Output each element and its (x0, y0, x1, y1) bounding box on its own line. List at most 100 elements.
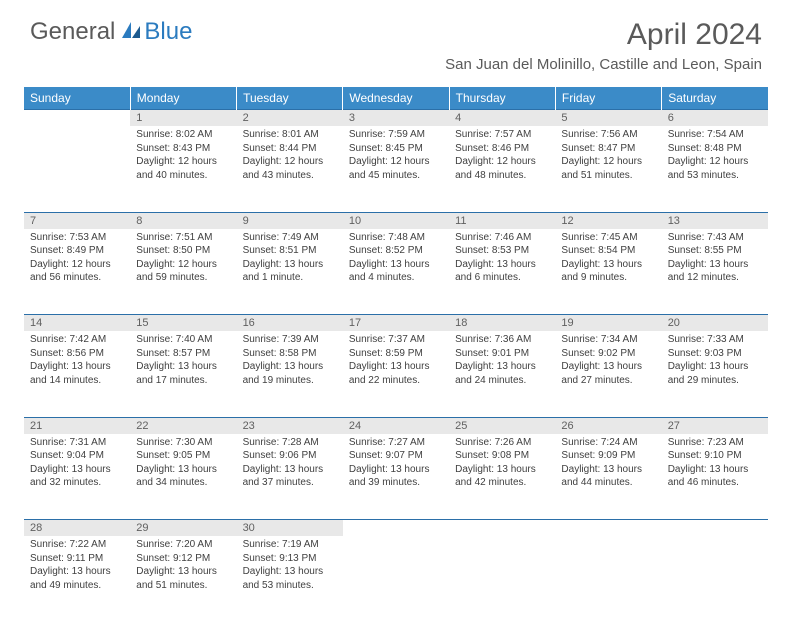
day-number-cell: 5 (555, 110, 661, 127)
day-info-row: Sunrise: 7:42 AMSunset: 8:56 PMDaylight:… (24, 331, 768, 417)
sunset-text: Sunset: 9:05 PM (136, 449, 230, 463)
sunrise-text: Sunrise: 7:39 AM (243, 333, 337, 347)
day-info-cell: Sunrise: 7:51 AMSunset: 8:50 PMDaylight:… (130, 229, 236, 315)
sunrise-text: Sunrise: 7:20 AM (136, 538, 230, 552)
day-number-cell: 8 (130, 212, 236, 229)
day-info-cell (449, 536, 555, 622)
day-number-cell: 10 (343, 212, 449, 229)
weekday-header: Tuesday (237, 87, 343, 110)
weekday-header: Thursday (449, 87, 555, 110)
day-info-cell: Sunrise: 8:02 AMSunset: 8:43 PMDaylight:… (130, 126, 236, 212)
day-number-cell: 27 (662, 417, 768, 434)
sunset-text: Sunset: 9:03 PM (668, 347, 762, 361)
weekday-header-row: Sunday Monday Tuesday Wednesday Thursday… (24, 87, 768, 110)
sunrise-text: Sunrise: 7:57 AM (455, 128, 549, 142)
day-info-cell (343, 536, 449, 622)
daylight-text: Daylight: 12 hours and 45 minutes. (349, 155, 443, 182)
day-number-cell: 16 (237, 315, 343, 332)
sunrise-text: Sunrise: 7:51 AM (136, 231, 230, 245)
daylight-text: Daylight: 13 hours and 49 minutes. (30, 565, 124, 592)
title-block: April 2024 San Juan del Molinillo, Casti… (445, 18, 762, 73)
daylight-text: Daylight: 13 hours and 42 minutes. (455, 463, 549, 490)
logo-sail-icon (120, 20, 142, 45)
day-number-cell (24, 110, 130, 127)
sunrise-text: Sunrise: 7:49 AM (243, 231, 337, 245)
sunset-text: Sunset: 9:13 PM (243, 552, 337, 566)
daylight-text: Daylight: 13 hours and 14 minutes. (30, 360, 124, 387)
daylight-text: Daylight: 13 hours and 19 minutes. (243, 360, 337, 387)
day-info-cell: Sunrise: 7:54 AMSunset: 8:48 PMDaylight:… (662, 126, 768, 212)
sunset-text: Sunset: 9:07 PM (349, 449, 443, 463)
sunrise-text: Sunrise: 7:27 AM (349, 436, 443, 450)
day-info-cell: Sunrise: 7:34 AMSunset: 9:02 PMDaylight:… (555, 331, 661, 417)
weekday-header: Wednesday (343, 87, 449, 110)
day-info-cell: Sunrise: 7:39 AMSunset: 8:58 PMDaylight:… (237, 331, 343, 417)
daylight-text: Daylight: 13 hours and 53 minutes. (243, 565, 337, 592)
day-number-cell: 29 (130, 520, 236, 537)
day-info-row: Sunrise: 8:02 AMSunset: 8:43 PMDaylight:… (24, 126, 768, 212)
day-info-row: Sunrise: 7:53 AMSunset: 8:49 PMDaylight:… (24, 229, 768, 315)
day-number-cell: 9 (237, 212, 343, 229)
day-number-cell: 24 (343, 417, 449, 434)
sunrise-text: Sunrise: 7:37 AM (349, 333, 443, 347)
day-info-row: Sunrise: 7:31 AMSunset: 9:04 PMDaylight:… (24, 434, 768, 520)
day-info-cell: Sunrise: 7:23 AMSunset: 9:10 PMDaylight:… (662, 434, 768, 520)
sunrise-text: Sunrise: 7:46 AM (455, 231, 549, 245)
day-number-cell: 7 (24, 212, 130, 229)
sunset-text: Sunset: 9:01 PM (455, 347, 549, 361)
sunrise-text: Sunrise: 7:56 AM (561, 128, 655, 142)
day-number-row: 78910111213 (24, 212, 768, 229)
day-number-row: 282930 (24, 520, 768, 537)
day-info-cell: Sunrise: 7:57 AMSunset: 8:46 PMDaylight:… (449, 126, 555, 212)
day-info-cell: Sunrise: 7:22 AMSunset: 9:11 PMDaylight:… (24, 536, 130, 622)
day-info-cell (662, 536, 768, 622)
sunrise-text: Sunrise: 7:34 AM (561, 333, 655, 347)
day-info-cell (555, 536, 661, 622)
sunrise-text: Sunrise: 7:59 AM (349, 128, 443, 142)
sunrise-text: Sunrise: 7:28 AM (243, 436, 337, 450)
day-number-cell: 30 (237, 520, 343, 537)
logo-text-general: General (30, 18, 115, 46)
sunrise-text: Sunrise: 7:22 AM (30, 538, 124, 552)
day-number-cell: 14 (24, 315, 130, 332)
daylight-text: Daylight: 12 hours and 59 minutes. (136, 258, 230, 285)
sunrise-text: Sunrise: 7:45 AM (561, 231, 655, 245)
daylight-text: Daylight: 12 hours and 56 minutes. (30, 258, 124, 285)
day-number-cell: 25 (449, 417, 555, 434)
logo: General Blue (30, 18, 192, 46)
day-info-cell: Sunrise: 7:26 AMSunset: 9:08 PMDaylight:… (449, 434, 555, 520)
day-number-row: 21222324252627 (24, 417, 768, 434)
day-info-cell: Sunrise: 7:45 AMSunset: 8:54 PMDaylight:… (555, 229, 661, 315)
day-number-cell: 26 (555, 417, 661, 434)
daylight-text: Daylight: 13 hours and 24 minutes. (455, 360, 549, 387)
day-number-cell: 18 (449, 315, 555, 332)
sunrise-text: Sunrise: 7:23 AM (668, 436, 762, 450)
day-number-cell: 23 (237, 417, 343, 434)
daylight-text: Daylight: 13 hours and 37 minutes. (243, 463, 337, 490)
day-info-cell: Sunrise: 7:19 AMSunset: 9:13 PMDaylight:… (237, 536, 343, 622)
day-number-cell: 28 (24, 520, 130, 537)
day-number-cell: 21 (24, 417, 130, 434)
day-number-cell (449, 520, 555, 537)
sunset-text: Sunset: 8:48 PM (668, 142, 762, 156)
sunset-text: Sunset: 8:47 PM (561, 142, 655, 156)
sunset-text: Sunset: 9:11 PM (30, 552, 124, 566)
day-number-cell (555, 520, 661, 537)
daylight-text: Daylight: 13 hours and 22 minutes. (349, 360, 443, 387)
sunrise-text: Sunrise: 7:26 AM (455, 436, 549, 450)
sunrise-text: Sunrise: 8:01 AM (243, 128, 337, 142)
daylight-text: Daylight: 13 hours and 46 minutes. (668, 463, 762, 490)
sunset-text: Sunset: 9:09 PM (561, 449, 655, 463)
daylight-text: Daylight: 12 hours and 43 minutes. (243, 155, 337, 182)
day-number-row: 14151617181920 (24, 315, 768, 332)
sunrise-text: Sunrise: 7:43 AM (668, 231, 762, 245)
daylight-text: Daylight: 13 hours and 17 minutes. (136, 360, 230, 387)
sunset-text: Sunset: 8:45 PM (349, 142, 443, 156)
sunset-text: Sunset: 8:53 PM (455, 244, 549, 258)
day-info-cell: Sunrise: 7:28 AMSunset: 9:06 PMDaylight:… (237, 434, 343, 520)
daylight-text: Daylight: 12 hours and 40 minutes. (136, 155, 230, 182)
sunrise-text: Sunrise: 7:48 AM (349, 231, 443, 245)
day-number-cell: 13 (662, 212, 768, 229)
day-info-cell: Sunrise: 7:48 AMSunset: 8:52 PMDaylight:… (343, 229, 449, 315)
weekday-header: Friday (555, 87, 661, 110)
